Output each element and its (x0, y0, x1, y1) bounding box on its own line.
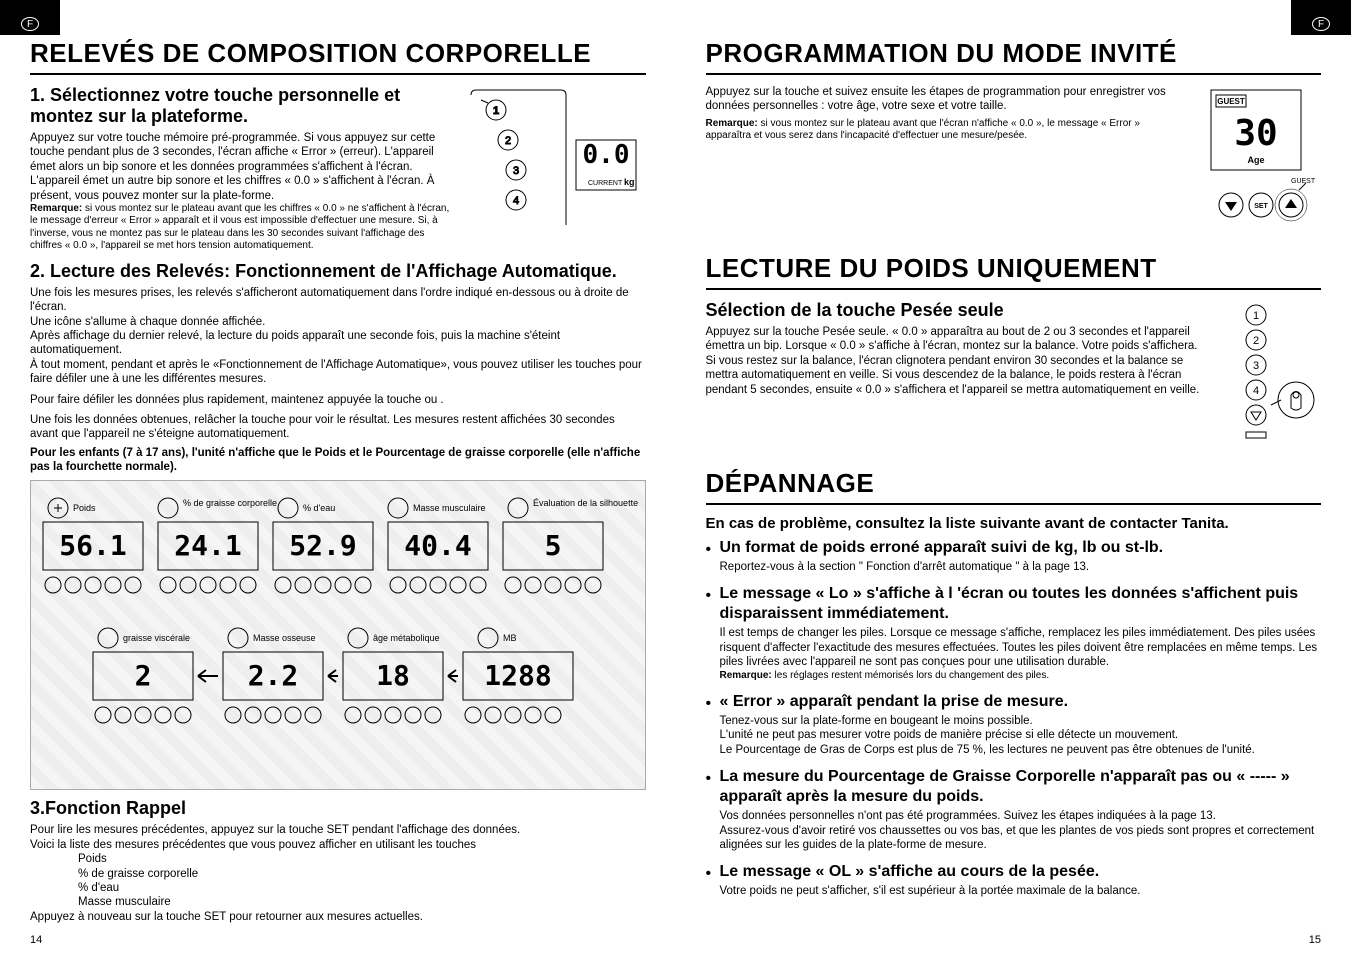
step-2-p4: À tout moment, pendant et après le «Fonc… (30, 358, 646, 387)
recall-item: % de graisse corporelle (78, 867, 646, 881)
troubleshoot-item: Le message « OL » s'affiche au cours de … (706, 862, 1322, 898)
trouble-body: Il est temps de changer les piles. Lorsq… (720, 626, 1322, 669)
step-2-p5: Pour faire défiler les données plus rapi… (30, 393, 646, 407)
page-number-right: 15 (1309, 934, 1321, 946)
right-page: F PROGRAMMATION DU MODE INVITÉ GUEST 30 … (676, 0, 1351, 954)
remarque-label: Remarque: (30, 203, 82, 214)
troubleshoot-item: Un format de poids erroné apparaît suivi… (706, 538, 1322, 574)
depannage-intro: En cas de problème, consultez la liste s… (706, 515, 1322, 532)
step-2-heading: 2. Lecture des Relevés: Fonctionnement d… (30, 261, 646, 282)
corner-badge-left: F (0, 0, 60, 35)
troubleshoot-item: Le message « Lo » s'affiche à l 'écran o… (706, 584, 1322, 682)
svg-text:2: 2 (504, 135, 510, 147)
recall-list: Poids % de graisse corporelle % d'eau Ma… (78, 852, 646, 910)
svg-text:MB: MB (503, 633, 517, 643)
heading-releves: RELEVÉS DE COMPOSITION CORPORELLE (30, 38, 646, 75)
section-2: 2. Lecture des Relevés: Fonctionnement d… (30, 261, 646, 791)
recall-item: Masse musculaire (78, 895, 646, 909)
svg-text:Évaluation de la silhouette: Évaluation de la silhouette (533, 498, 638, 508)
step-3-p2: Voici la liste des mesures précédentes q… (30, 838, 646, 852)
section-poids: 1 2 3 4 Sélection de la touche Pesée seu… (706, 300, 1322, 450)
heading-depannage: DÉPANNAGE (706, 468, 1322, 505)
svg-text:1: 1 (492, 105, 498, 117)
svg-text:SET: SET (1254, 203, 1268, 210)
step-2-p6: Une fois les données obtenues, relâcher … (30, 413, 646, 442)
svg-text:2: 2 (1253, 335, 1259, 347)
left-page: F RELEVÉS DE COMPOSITION CORPORELLE 1 2 … (0, 0, 676, 954)
svg-text:30: 30 (1234, 113, 1277, 154)
svg-text:24.1: 24.1 (174, 529, 241, 562)
svg-text:kg: kg (624, 177, 635, 187)
guest-display-illustration: GUEST 30 Age GUEST SET (1191, 85, 1321, 235)
trouble-body: Votre poids ne peut s'afficher, s'il est… (720, 884, 1322, 898)
svg-text:2.2: 2.2 (247, 659, 298, 692)
trouble-head: Le message « Lo » s'affiche à l 'écran o… (720, 584, 1322, 624)
svg-text:3: 3 (512, 165, 518, 177)
svg-text:1288: 1288 (484, 659, 551, 692)
trouble-head: Un format de poids erroné apparaît suivi… (720, 538, 1322, 558)
svg-text:Masse musculaire: Masse musculaire (413, 503, 486, 513)
step-2-note: Pour les enfants (7 à 17 ans), l'unité n… (30, 446, 646, 475)
step-2-p2: Une icône s'allume à chaque donnée affic… (30, 315, 646, 329)
trouble-head: « Error » apparaît pendant la prise de m… (720, 692, 1322, 712)
step-2-p3: Après affichage du dernier relevé, la le… (30, 329, 646, 358)
svg-text:0.0: 0.0 (582, 140, 629, 170)
page-number-left: 14 (30, 934, 42, 946)
svg-text:4: 4 (1253, 385, 1259, 397)
svg-text:CURRENT: CURRENT (588, 180, 623, 187)
svg-text:1: 1 (1253, 310, 1259, 322)
remarque-label: Remarque: (720, 670, 772, 681)
svg-text:56.1: 56.1 (59, 529, 126, 562)
svg-text:% d'eau: % d'eau (303, 503, 335, 513)
section-1: 1 2 3 4 0.0 CURRENT kg 1. Sélectionnez v… (30, 85, 646, 253)
remarque-text: si vous montez sur le plateau avant que … (30, 203, 449, 252)
svg-text:52.9: 52.9 (289, 529, 356, 562)
remarque-label: Remarque: (706, 118, 758, 129)
svg-text:âge métabolique: âge métabolique (373, 633, 440, 643)
readings-diagram: Poids % de graisse corporelle % d'eau Ma… (30, 480, 646, 790)
svg-text:5: 5 (544, 529, 561, 562)
language-badge: F (21, 17, 39, 31)
svg-text:18: 18 (376, 659, 410, 692)
svg-text:2: 2 (134, 659, 151, 692)
troubleshoot-list: Un format de poids erroné apparaît suivi… (706, 538, 1322, 899)
recall-item: Poids (78, 852, 646, 866)
trouble-body: Reportez-vous à la section " Fonction d'… (720, 560, 1322, 574)
svg-text:Masse osseuse: Masse osseuse (253, 633, 316, 643)
trouble-body: Tenez-vous sur la plate-forme en bougean… (720, 714, 1322, 757)
section-prog: GUEST 30 Age GUEST SET Appuyez sur la to… (706, 85, 1322, 235)
section-3: 3.Fonction Rappel Pour lire les mesures … (30, 798, 646, 924)
weight-only-illustration: 1 2 3 4 (1211, 300, 1321, 450)
trouble-body: Vos données personnelles n'ont pas été p… (720, 809, 1322, 852)
svg-text:3: 3 (1253, 360, 1259, 372)
heading-lecture-poids: LECTURE DU POIDS UNIQUEMENT (706, 253, 1322, 290)
remarque-text: si vous montez sur le plateau avant que … (706, 118, 1140, 142)
trouble-head: Le message « OL » s'affiche au cours de … (720, 862, 1322, 882)
svg-text:% de graisse corporelle: % de graisse corporelle (183, 498, 277, 508)
svg-text:4: 4 (512, 195, 518, 207)
svg-text:Age: Age (1247, 155, 1264, 165)
step-3-heading: 3.Fonction Rappel (30, 798, 646, 819)
troubleshoot-item: La mesure du Pourcentage de Graisse Corp… (706, 767, 1322, 852)
step-3-p1: Pour lire les mesures précédentes, appuy… (30, 823, 646, 837)
step-3-p3: Appuyez à nouveau sur la touche SET pour… (30, 910, 646, 924)
svg-text:GUEST: GUEST (1291, 178, 1316, 185)
heading-programmation: PROGRAMMATION DU MODE INVITÉ (706, 38, 1322, 75)
device-illustration-1: 1 2 3 4 0.0 CURRENT kg (466, 85, 646, 235)
language-badge: F (1312, 17, 1330, 31)
recall-item: % d'eau (78, 881, 646, 895)
corner-badge-right: F (1291, 0, 1351, 35)
svg-text:Poids: Poids (73, 503, 96, 513)
svg-text:40.4: 40.4 (404, 529, 471, 562)
step-2-p1: Une fois les mesures prises, les relevés… (30, 286, 646, 315)
svg-text:graisse viscérale: graisse viscérale (123, 633, 190, 643)
troubleshoot-item: « Error » apparaît pendant la prise de m… (706, 692, 1322, 757)
remarque-text: les réglages restent mémorisés lors du c… (775, 670, 1050, 681)
svg-text:GUEST: GUEST (1217, 97, 1245, 106)
trouble-note: Remarque: les réglages restent mémorisés… (720, 670, 1322, 683)
trouble-head: La mesure du Pourcentage de Graisse Corp… (720, 767, 1322, 807)
